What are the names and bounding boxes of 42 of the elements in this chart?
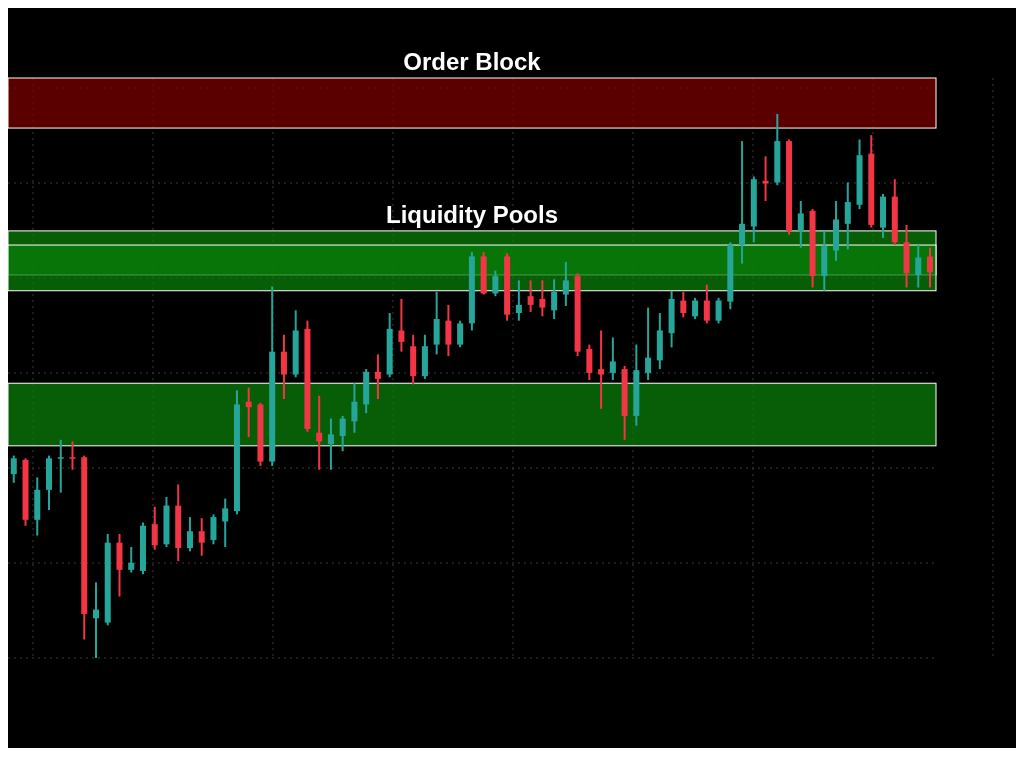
candlestick: [398, 297, 405, 353]
candlestick: [551, 278, 558, 321]
candlestick: [797, 199, 804, 249]
candlestick: [280, 333, 287, 401]
candlestick: [680, 290, 687, 319]
candlestick: [715, 296, 722, 325]
candlestick: [151, 505, 158, 551]
candlestick: [586, 343, 593, 381]
candlestick: [198, 517, 205, 557]
candlestick: [539, 279, 546, 318]
candlestick: [609, 336, 616, 381]
candlestick: [598, 329, 605, 410]
candlestick: [927, 246, 934, 289]
candlestick: [445, 303, 452, 358]
candlestick: [762, 155, 769, 202]
candlestick: [645, 306, 652, 381]
candlestick: [703, 283, 710, 325]
band-label: Liquidity Pools: [386, 200, 558, 228]
candlestick: [69, 440, 76, 471]
candlestick: [10, 454, 17, 484]
candlestick: [316, 394, 323, 471]
candlestick: [186, 516, 193, 553]
candlestick: [128, 546, 135, 574]
candlestick: [844, 181, 851, 251]
candlestick: [562, 260, 569, 307]
candlestick: [92, 581, 99, 659]
candlestick: [374, 353, 381, 401]
candlestick: [210, 513, 217, 546]
candlestick: [457, 319, 464, 349]
candlestick: [57, 438, 64, 494]
candlestick: [327, 417, 334, 471]
candlestick: [245, 386, 252, 439]
candlestick: [351, 382, 358, 434]
candlestick: [339, 414, 346, 453]
candlestick: [492, 269, 499, 298]
candlestick: [739, 140, 746, 265]
candlestick: [222, 497, 229, 549]
candlestick: [692, 296, 699, 321]
candlestick: [515, 279, 522, 322]
candlestick: [915, 244, 922, 289]
band-label: Order Block: [403, 48, 542, 75]
candlestick: [527, 279, 534, 313]
